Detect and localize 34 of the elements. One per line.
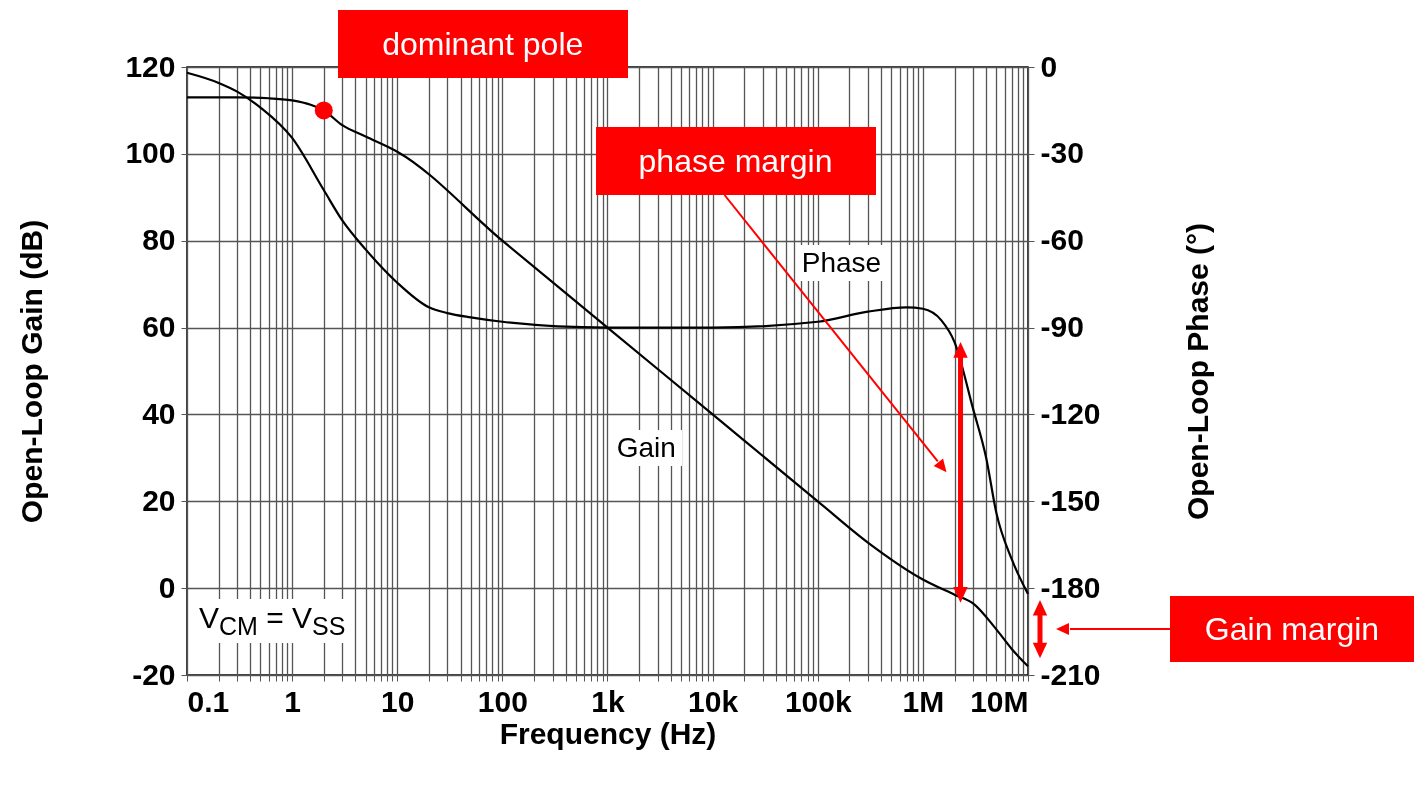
- x-tick-label: 10: [381, 684, 415, 718]
- text: Gain margin: [1170, 596, 1414, 663]
- x-tick-label: 10M: [970, 684, 1029, 718]
- y2-tick-label: -180: [1040, 570, 1101, 604]
- annotation: phase margin: [595, 127, 876, 195]
- x-tick-label: 1k: [591, 684, 625, 718]
- y-tick-label: -20: [132, 657, 176, 691]
- y2-tick-label: -30: [1040, 136, 1084, 170]
- y2-tick-label: -90: [1040, 310, 1084, 344]
- x-tick-label: 1: [284, 684, 301, 718]
- annotation: V$_{CM}$ = V$_{SS}$: [193, 599, 352, 643]
- y-tick-label: 40: [142, 396, 176, 430]
- x-axis-title: Frequency (Hz): [499, 716, 717, 750]
- y-tick-label: 100: [125, 136, 176, 170]
- y-tick-label: 60: [142, 310, 176, 344]
- y2-tick-label: -210: [1040, 657, 1101, 691]
- y2-axis-title: Open-Loop Phase (°): [1180, 223, 1214, 520]
- y-tick-label: 80: [142, 223, 176, 257]
- y2-tick-label: -150: [1040, 483, 1101, 517]
- series-label: Phase: [795, 244, 888, 281]
- x-tick-label: 100: [477, 684, 528, 718]
- x-tick-label: 100k: [784, 684, 852, 718]
- y-tick-label: 20: [142, 483, 176, 517]
- series-label: Gain: [610, 430, 682, 467]
- y2-tick-label: 0: [1040, 49, 1058, 83]
- y2-tick-label: -120: [1040, 396, 1101, 430]
- y-axis-title: Open-Loop Gain (dB): [14, 219, 48, 524]
- annotation: dominant pole: [337, 10, 628, 78]
- y2-tick-label: -60: [1040, 223, 1084, 257]
- x-tick-label: 1M: [902, 684, 945, 718]
- y-tick-label: 120: [125, 49, 176, 83]
- y-tick-label: 0: [158, 570, 176, 604]
- x-tick-label: 10k: [688, 684, 739, 718]
- x-tick-label: 0.1: [187, 684, 230, 718]
